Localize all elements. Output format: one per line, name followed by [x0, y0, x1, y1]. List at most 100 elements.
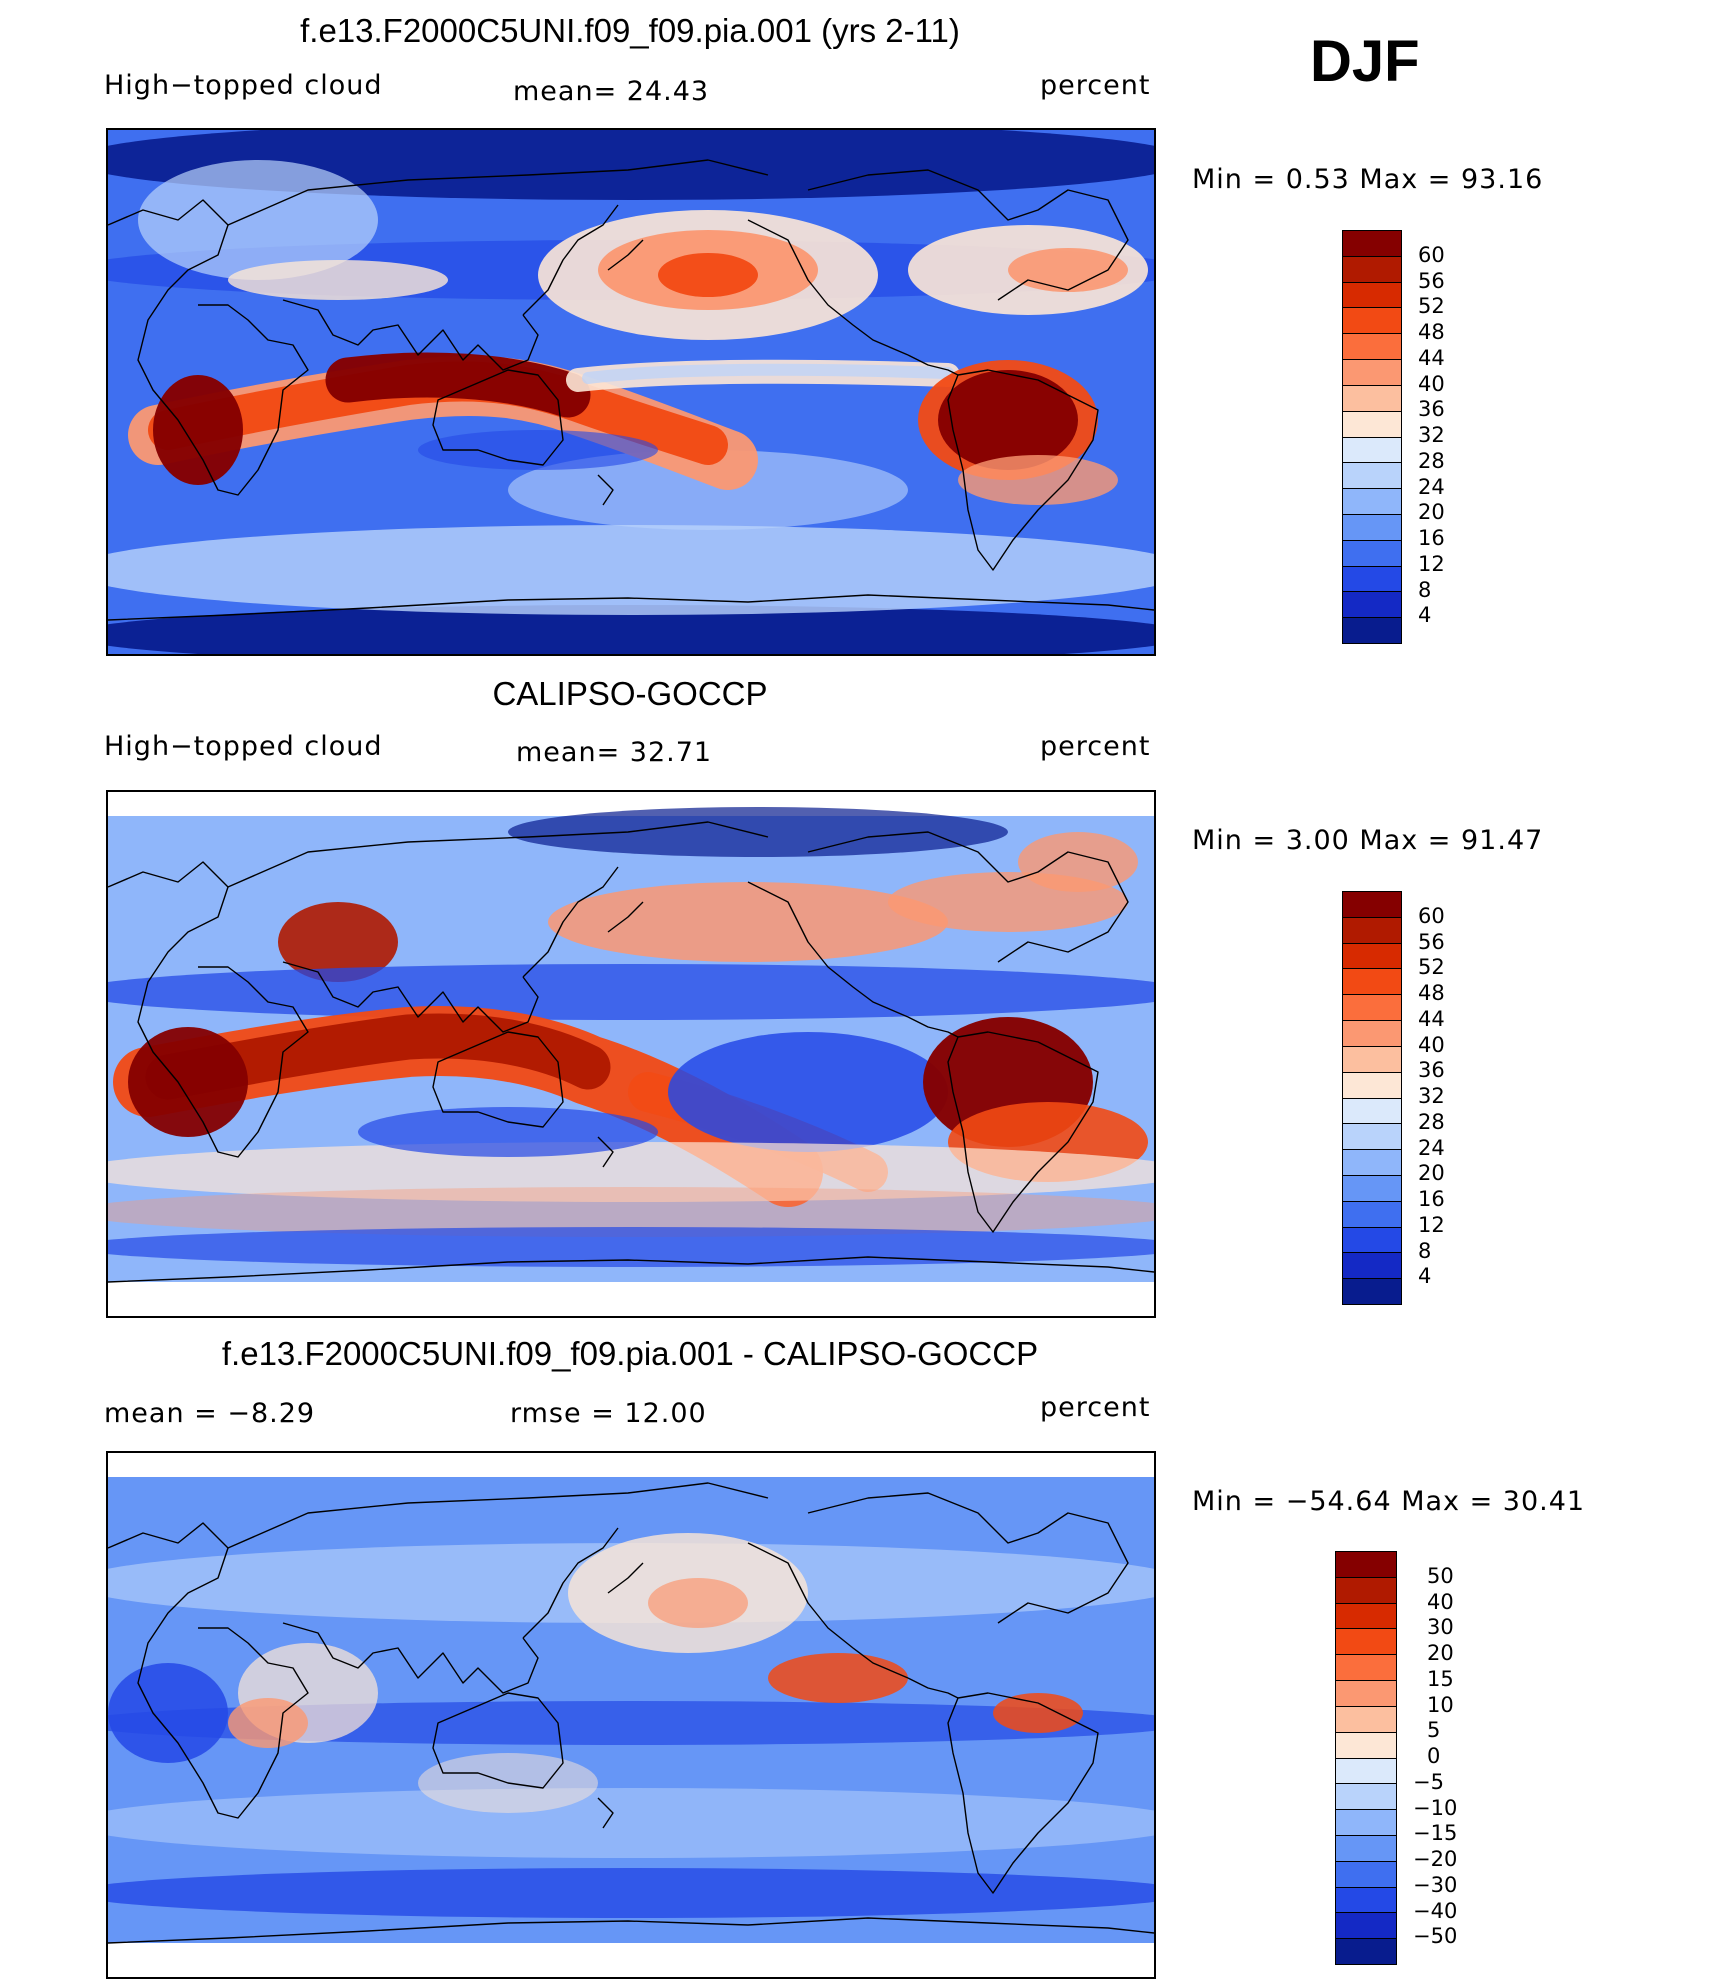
colorbar-diff [1335, 1551, 1397, 1965]
colorbar-ticks-diff: 50 40 30 20 15 10 5 0 −5 −10 −15 −20 −30 −40 −50 [1413, 1551, 1503, 1963]
colorbar-tick-label: 20 [1418, 1161, 1445, 1186]
colorbar-obs [1342, 891, 1402, 1305]
units-label-model: percent [1040, 70, 1151, 101]
colorbar-swatch [1343, 1201, 1401, 1228]
colorbar-swatch [1343, 917, 1401, 944]
panel-title-diff: f.e13.F2000C5UNI.f09_f09.pia.001 - CALIP… [221, 1335, 1039, 1372]
map-panel-model [106, 128, 1156, 656]
colorbar-swatch [1343, 514, 1401, 541]
map-panel-diff [106, 1451, 1156, 1979]
colorbar-swatch [1343, 592, 1401, 619]
colorbar-swatch [1336, 1552, 1396, 1578]
map-field-model [108, 130, 1154, 654]
colorbar-swatch [1343, 385, 1401, 412]
colorbar-swatch [1343, 489, 1401, 515]
panel-title-obs: CALIPSO-GOCCP [492, 675, 768, 712]
colorbar-swatch [1336, 1681, 1396, 1707]
mean-label-model: mean= 24.43 [513, 76, 710, 107]
colorbar-tick-label: 5 [1427, 1718, 1441, 1743]
colorbar-swatch [1336, 1784, 1396, 1811]
map-field-obs [108, 792, 1154, 1316]
colorbar-swatch [1336, 1629, 1396, 1656]
colorbar-swatch [1343, 1227, 1401, 1254]
colorbar-ticks-obs: 60 56 52 48 44 40 36 32 28 24 20 16 12 8 4 [1418, 891, 1498, 1303]
colorbar-swatch [1343, 360, 1401, 386]
colorbar-tick-label: 0 [1427, 1744, 1441, 1768]
units-label-diff: percent [1040, 1392, 1151, 1423]
colorbar-tick-label: 16 [1418, 1187, 1445, 1211]
mean-label-diff: mean = −8.29 [104, 1398, 316, 1429]
colorbar-swatch [1343, 969, 1401, 996]
colorbar-tick-label: 52 [1418, 955, 1445, 980]
minmax-label-diff: Min = −54.64 Max = 30.41 [1192, 1486, 1586, 1517]
colorbar-tick-label: 28 [1418, 448, 1445, 473]
colorbar-swatch [1343, 1021, 1401, 1047]
colorbar-tick-label: 32 [1418, 423, 1445, 447]
colorbar-tick-label: 40 [1418, 1032, 1445, 1057]
colorbar-tick-label: 10 [1427, 1692, 1454, 1717]
colorbar-tick-label: 36 [1418, 1058, 1445, 1083]
colorbar-swatch [1343, 1046, 1401, 1073]
colorbar-swatch [1343, 995, 1401, 1022]
colorbar-swatch [1336, 1810, 1396, 1836]
colorbar-swatch [1336, 1603, 1396, 1630]
colorbar-tick-label: −30 [1413, 1872, 1458, 1897]
colorbar-tick-label: −15 [1413, 1821, 1458, 1846]
colorbar-swatch [1343, 334, 1401, 361]
colorbar-tick-label: 12 [1418, 1212, 1445, 1237]
colorbar-tick-label: 40 [1427, 1589, 1454, 1614]
colorbar-tick-label: 16 [1418, 526, 1445, 550]
variable-label-model: High−topped cloud [104, 70, 383, 101]
colorbar-tick-label: 20 [1427, 1641, 1454, 1665]
colorbar-swatch [1336, 1732, 1396, 1759]
colorbar-swatch [1336, 1706, 1396, 1733]
colorbar-tick-label: 24 [1418, 474, 1445, 499]
colorbar-swatch [1336, 1758, 1396, 1785]
colorbar-swatch [1336, 1655, 1396, 1682]
colorbar-tick-label: −40 [1413, 1898, 1458, 1923]
colorbar-tick-label: 24 [1418, 1135, 1445, 1160]
season-label: DJF [1310, 29, 1420, 94]
colorbar-swatch [1343, 1072, 1401, 1099]
colorbar-swatch [1343, 1150, 1401, 1176]
units-label-obs: percent [1040, 731, 1151, 762]
colorbar-swatch [1336, 1939, 1396, 1964]
colorbar-swatch [1336, 1887, 1396, 1914]
map-panel-obs [106, 790, 1156, 1318]
colorbar-tick-label: 28 [1418, 1109, 1445, 1134]
panel-title-model: f.e13.F2000C5UNI.f09_f09.pia.001 (yrs 2-… [300, 12, 960, 49]
colorbar-tick-label: 12 [1418, 551, 1445, 576]
colorbar-swatch [1343, 943, 1401, 970]
colorbar-swatch [1343, 256, 1401, 283]
map-field-diff [108, 1453, 1154, 1977]
colorbar-tick-label: −20 [1413, 1847, 1458, 1871]
colorbar-tick-label: 48 [1418, 320, 1445, 344]
colorbar-swatch [1343, 231, 1401, 257]
colorbar-swatch [1343, 282, 1401, 309]
colorbar-tick-label: 60 [1418, 903, 1445, 928]
colorbar-swatch [1336, 1861, 1396, 1888]
colorbar-swatch [1343, 1098, 1401, 1125]
rmse-label-diff: rmse = 12.00 [510, 1398, 707, 1429]
colorbar-tick-label: −50 [1413, 1924, 1458, 1949]
colorbar-tick-label: 60 [1418, 242, 1445, 267]
colorbar-tick-label: 4 [1418, 603, 1432, 628]
colorbar-swatch [1336, 1913, 1396, 1940]
minmax-label-obs: Min = 3.00 Max = 91.47 [1192, 825, 1544, 856]
colorbar-tick-label: 4 [1418, 1264, 1432, 1289]
colorbar-swatch [1343, 411, 1401, 438]
colorbar-tick-label: 8 [1418, 1238, 1432, 1263]
colorbar-model [1342, 230, 1402, 644]
colorbar-swatch [1343, 892, 1401, 918]
colorbar-swatch [1343, 1124, 1401, 1151]
colorbar-tick-label: 36 [1418, 397, 1445, 422]
colorbar-swatch [1336, 1577, 1396, 1604]
colorbar-tick-label: 30 [1427, 1615, 1454, 1640]
colorbar-tick-label: 52 [1418, 294, 1445, 319]
colorbar-tick-label: 44 [1418, 345, 1445, 370]
colorbar-swatch [1343, 1279, 1401, 1304]
colorbar-swatch [1336, 1835, 1396, 1862]
colorbar-swatch [1343, 463, 1401, 490]
colorbar-swatch [1343, 1253, 1401, 1280]
colorbar-tick-label: 48 [1418, 981, 1445, 1005]
